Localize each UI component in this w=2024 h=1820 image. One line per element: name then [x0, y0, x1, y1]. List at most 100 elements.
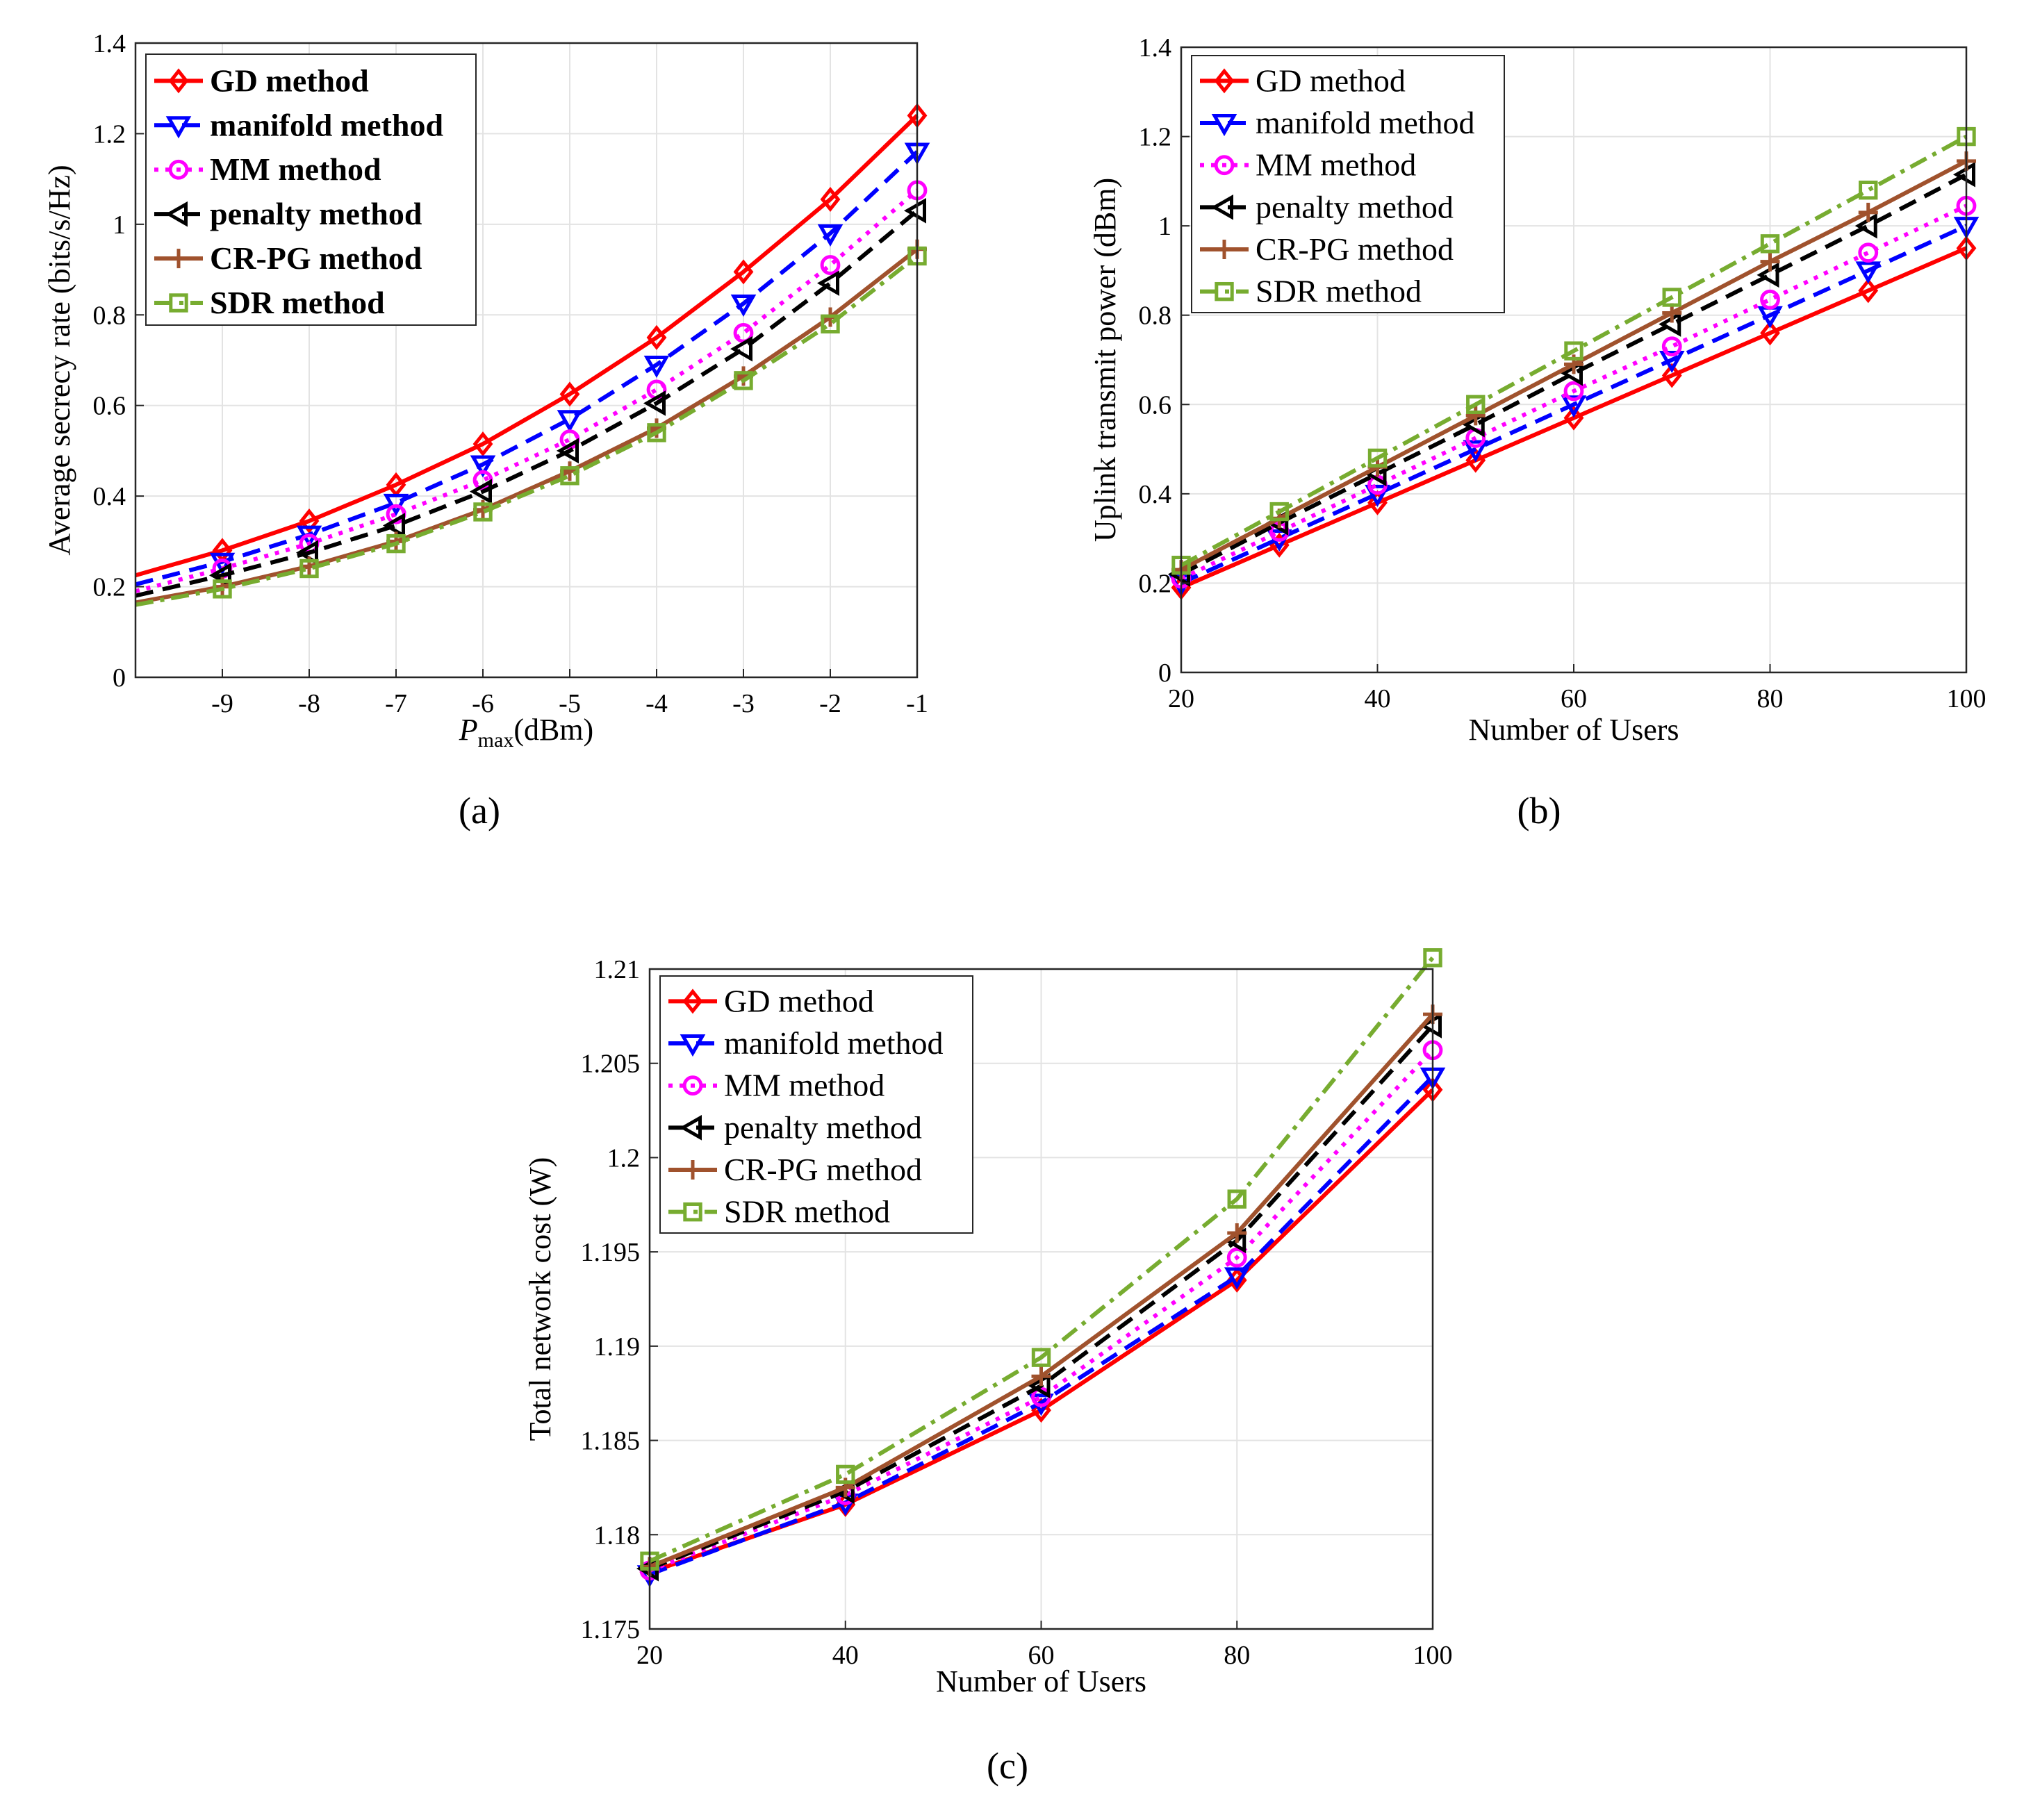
legend-label: SDR method — [724, 1194, 890, 1230]
series-line — [135, 150, 919, 587]
legend-label: manifold method — [1256, 105, 1475, 140]
series-line — [1180, 224, 1968, 586]
data-point — [386, 533, 406, 554]
y-tick-label: 1.19 — [594, 1332, 641, 1362]
data-point — [1031, 1348, 1051, 1367]
y-tick-label: 0.2 — [1139, 569, 1172, 598]
data-point — [1423, 948, 1442, 968]
y-tick-label: 1 — [113, 210, 126, 240]
y-tick-label: 0 — [1158, 659, 1171, 688]
legend-marker — [169, 293, 188, 313]
x-tick-label: 40 — [832, 1641, 859, 1670]
y-tick-label: 0.6 — [93, 392, 126, 421]
legend-label: SDR method — [1256, 274, 1422, 309]
legend-marker — [682, 988, 703, 1014]
legend-box — [1191, 55, 1505, 313]
legend-box — [145, 53, 477, 326]
series-penalty-method — [135, 197, 926, 598]
data-point — [730, 336, 752, 362]
data-point — [643, 390, 666, 416]
legend-label: CR-PG method — [724, 1152, 922, 1187]
series-line — [135, 254, 919, 607]
data-point — [903, 197, 926, 224]
x-axis-label-unit: (dBm) — [513, 713, 593, 747]
legend-marker — [1211, 114, 1237, 137]
x-axis-label-main: P — [459, 713, 478, 747]
data-point — [1564, 341, 1583, 361]
y-tick-label: 1.4 — [1139, 33, 1172, 63]
data-point — [820, 186, 841, 212]
legend-label: GD method — [724, 983, 874, 1018]
data-point — [1227, 1189, 1247, 1209]
legend-marker — [169, 249, 188, 269]
x-axis-label: Number of Users — [936, 1664, 1146, 1698]
series-line — [648, 956, 1435, 1564]
data-point — [1659, 351, 1685, 374]
data-point — [1858, 278, 1879, 304]
y-tick-label: 1.205 — [581, 1050, 641, 1079]
data-point — [733, 259, 754, 285]
legend-marker — [682, 1075, 703, 1096]
legend-label: SDR method — [210, 285, 385, 320]
x-tick-label: -1 — [906, 689, 928, 718]
y-tick-label: 1.2 — [1139, 123, 1172, 152]
legend-label: CR-PG method — [210, 240, 422, 276]
series-line — [135, 114, 919, 578]
x-tick-label: -7 — [385, 689, 407, 718]
x-axis-label: Pmax(dBm) — [459, 713, 593, 752]
x-tick-label: 60 — [1028, 1641, 1055, 1670]
series-line — [1180, 172, 1968, 577]
series-line — [648, 1075, 1435, 1577]
y-axis-label: Total network cost (W) — [523, 1157, 557, 1441]
legend: GD method manifold method MM method penalty… — [145, 53, 477, 326]
data-point — [820, 255, 841, 275]
legend: GD method manifold method MM method penalty… — [1191, 55, 1505, 313]
data-point — [1227, 1223, 1247, 1243]
data-point — [556, 438, 579, 464]
data-point — [1365, 484, 1390, 507]
legend-marker — [679, 1115, 702, 1141]
caption: (a) — [459, 790, 500, 832]
y-tick-label: 1.175 — [581, 1615, 641, 1644]
data-point — [1224, 1267, 1250, 1290]
data-point — [1858, 202, 1878, 222]
data-point — [472, 431, 493, 457]
y-tick-label: 1.18 — [594, 1521, 641, 1550]
legend-marker — [683, 1160, 702, 1180]
data-point — [816, 270, 839, 296]
y-tick-label: 1.4 — [93, 29, 126, 58]
legend-marker — [165, 116, 192, 139]
chart-a: -9 -8 -7 -6 -5 -4 -3 -2 -1 0 0.2 0.4 0.6 0.8 1 1.2 1.4 Pm… — [42, 29, 930, 832]
data-point — [1855, 261, 1882, 284]
data-point — [383, 493, 409, 516]
data-point — [560, 466, 579, 486]
data-point — [1662, 288, 1681, 307]
legend-marker — [168, 159, 189, 180]
data-point — [1466, 395, 1486, 414]
data-point — [1561, 395, 1587, 418]
x-tick-label: -6 — [472, 689, 494, 718]
y-axis-label: Uplink transmit power (dBm) — [1088, 178, 1122, 542]
legend-marker — [1215, 281, 1234, 301]
data-point — [470, 455, 496, 478]
data-point — [1269, 502, 1289, 522]
y-tick-label: 0.2 — [93, 573, 126, 602]
data-point — [557, 410, 583, 433]
x-tick-label: -8 — [298, 689, 320, 718]
legend-label: penalty method — [210, 196, 422, 231]
legend-label: penalty method — [1256, 189, 1454, 224]
data-point — [643, 356, 670, 379]
data-point — [213, 579, 232, 599]
y-tick-label: 1.21 — [594, 955, 641, 984]
series-line — [1180, 204, 1968, 581]
legend-marker — [680, 1034, 706, 1057]
data-point — [1858, 242, 1879, 263]
x-axis-label: Number of Users — [1468, 713, 1679, 747]
data-point — [1760, 289, 1780, 310]
x-tick-label: 100 — [1413, 1641, 1453, 1670]
data-point — [647, 423, 666, 442]
y-tick-label: 0 — [113, 663, 126, 693]
x-tick-label: 60 — [1561, 684, 1587, 713]
data-point — [1465, 447, 1486, 473]
